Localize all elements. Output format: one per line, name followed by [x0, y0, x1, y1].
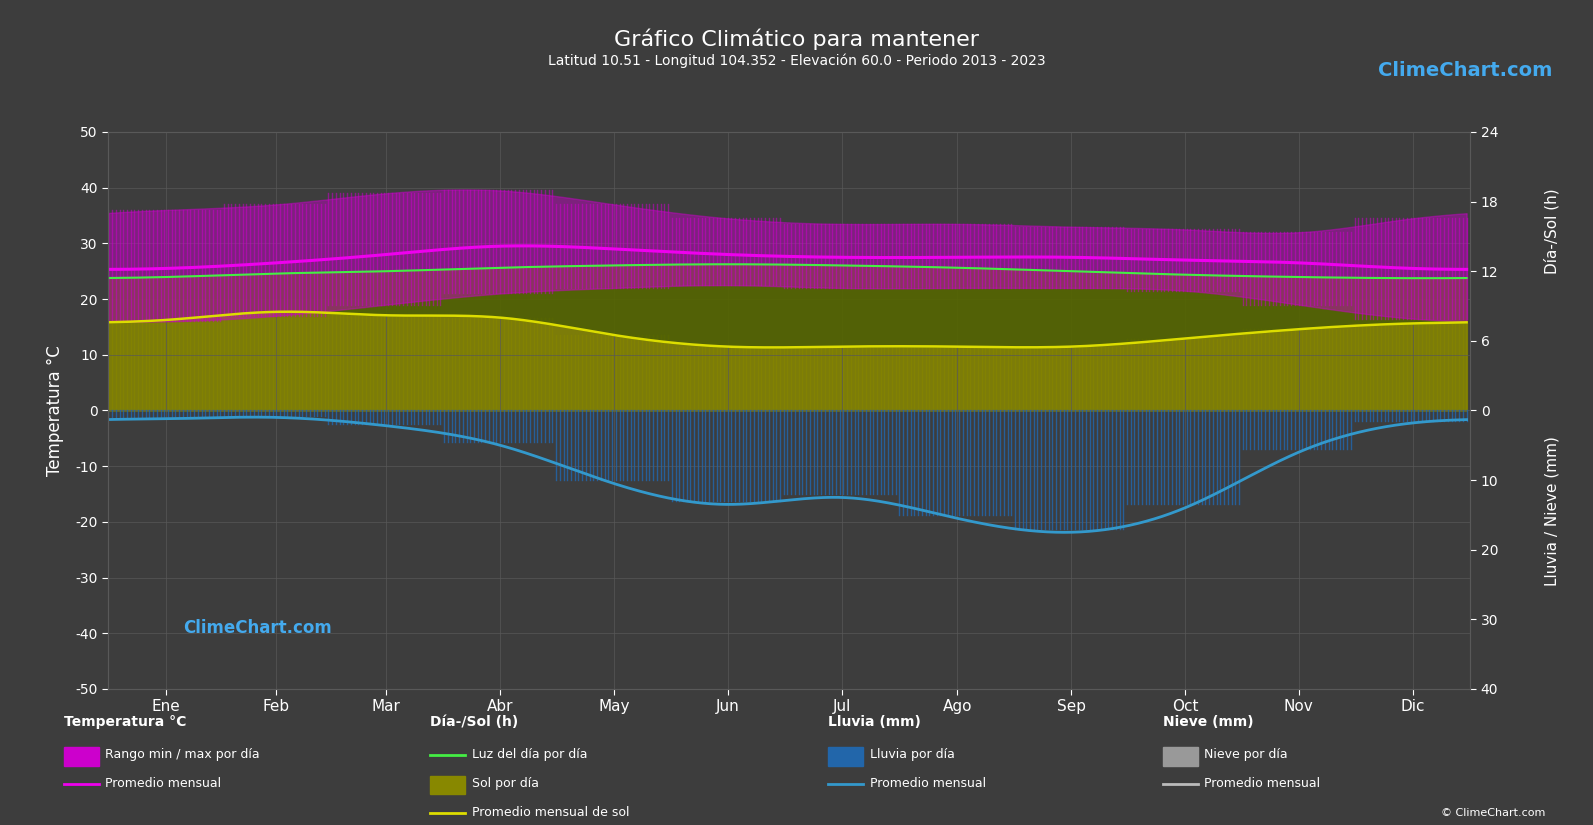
Text: ClimeChart.com: ClimeChart.com: [183, 619, 331, 637]
Text: Nieve (mm): Nieve (mm): [1163, 715, 1254, 728]
Text: Día-/Sol (h): Día-/Sol (h): [1544, 188, 1560, 274]
Text: Promedio mensual: Promedio mensual: [870, 777, 986, 790]
Text: Temperatura °C: Temperatura °C: [64, 715, 186, 728]
Text: Rango min / max por día: Rango min / max por día: [105, 748, 260, 761]
Text: Promedio mensual: Promedio mensual: [1204, 777, 1321, 790]
Y-axis label: Temperatura °C: Temperatura °C: [46, 345, 64, 476]
Text: Lluvia / Nieve (mm): Lluvia / Nieve (mm): [1544, 436, 1560, 587]
Text: Promedio mensual: Promedio mensual: [105, 777, 221, 790]
Text: © ClimeChart.com: © ClimeChart.com: [1440, 808, 1545, 818]
Text: Nieve por día: Nieve por día: [1204, 748, 1287, 761]
Text: Latitud 10.51 - Longitud 104.352 - Elevación 60.0 - Periodo 2013 - 2023: Latitud 10.51 - Longitud 104.352 - Eleva…: [548, 54, 1045, 68]
Text: Promedio mensual de sol: Promedio mensual de sol: [472, 806, 629, 819]
Text: Día-/Sol (h): Día-/Sol (h): [430, 715, 518, 728]
Text: Luz del día por día: Luz del día por día: [472, 748, 588, 761]
Text: Lluvia (mm): Lluvia (mm): [828, 715, 921, 728]
Text: Sol por día: Sol por día: [472, 777, 538, 790]
Text: ClimeChart.com: ClimeChart.com: [1378, 60, 1552, 80]
Text: Lluvia por día: Lluvia por día: [870, 748, 954, 761]
Text: Gráfico Climático para mantener: Gráfico Climático para mantener: [613, 29, 980, 50]
